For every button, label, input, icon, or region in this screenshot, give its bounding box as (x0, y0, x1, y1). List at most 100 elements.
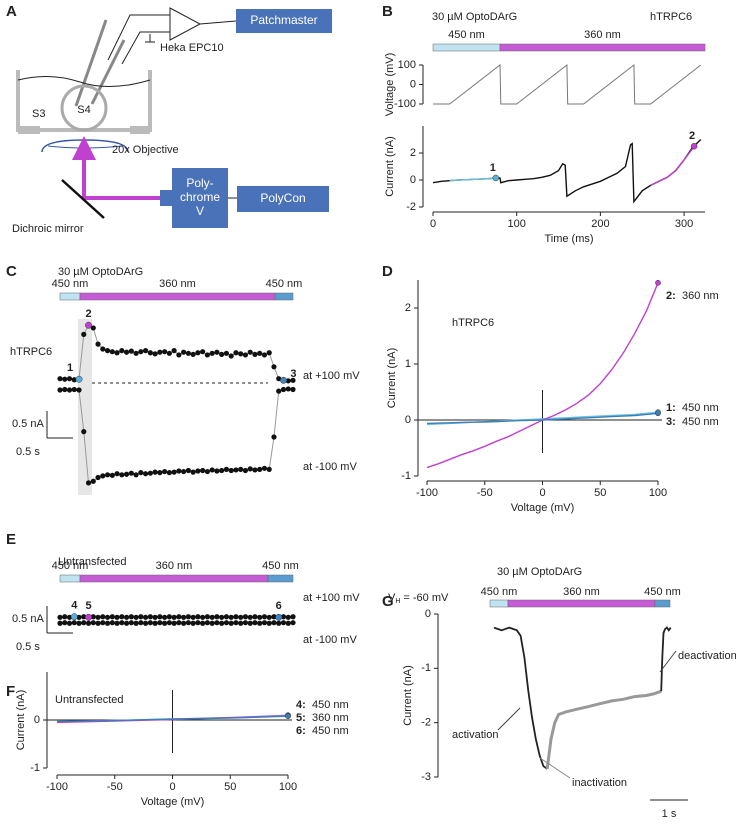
y-tick-label: -100 (394, 98, 416, 110)
dot (119, 472, 125, 478)
x-tick-label: 300 (675, 218, 693, 230)
dot (76, 620, 82, 626)
dot (200, 349, 206, 355)
dot (152, 351, 158, 357)
dot (133, 620, 139, 626)
annotation: inactivation (572, 777, 627, 789)
dot (204, 620, 211, 626)
panel-annotation: hTRPC6 (10, 346, 52, 358)
series-line (426, 412, 659, 425)
cell (60, 84, 108, 132)
dot (285, 620, 291, 626)
dot (128, 470, 134, 476)
dot (257, 466, 263, 472)
y-tick-label: 2 (405, 302, 411, 314)
legend-id: 3: (666, 416, 676, 428)
dot (223, 466, 230, 472)
dot (209, 614, 215, 620)
dot (66, 614, 73, 620)
light-source-label: Poly- (186, 176, 213, 190)
dot (90, 614, 96, 620)
x-tick-label: 100 (279, 781, 297, 793)
light-label: 450 nm (52, 278, 89, 290)
dot (271, 434, 277, 440)
dot (247, 614, 253, 620)
y-axis-label: Current (nA) (386, 348, 398, 409)
dot (100, 620, 106, 626)
y-tick-label: 0 (405, 414, 411, 426)
x-tick-label: 50 (224, 781, 236, 793)
annotation-pointer (659, 650, 677, 673)
panel-title: Untransfected (58, 556, 126, 568)
marker-label: 2 (85, 308, 91, 320)
dot (71, 386, 77, 393)
x-tick-label: 100 (508, 218, 526, 230)
panel-title: Untransfected (55, 694, 123, 706)
dot (166, 620, 172, 626)
light-path (82, 160, 160, 200)
series-label: at -100 mV (303, 461, 357, 473)
light-segment (274, 292, 294, 301)
marker (655, 410, 661, 417)
dot (228, 467, 234, 474)
pipette (90, 39, 126, 105)
dot (204, 614, 211, 620)
dot (104, 472, 111, 478)
dot (90, 478, 96, 484)
dot (157, 620, 163, 626)
dot (247, 349, 253, 355)
series-label: at -100 mV (303, 634, 357, 646)
dot (95, 474, 101, 481)
dot (219, 351, 225, 357)
dot (119, 614, 125, 620)
dot (252, 467, 258, 473)
dot (138, 620, 144, 626)
y-tick-label: -2 (421, 717, 431, 729)
dot (233, 614, 239, 620)
dot (185, 350, 191, 356)
dot (209, 350, 215, 356)
marker-label: 6 (276, 600, 282, 612)
dot (214, 468, 220, 474)
dot (200, 467, 206, 474)
wire (121, 31, 170, 65)
dot (171, 614, 177, 620)
light-segment (654, 599, 671, 608)
marker (70, 613, 78, 621)
series-line (660, 626, 672, 692)
x-axis-label: Time (ms) (544, 233, 593, 245)
dot (200, 614, 206, 620)
x-axis-label: Voltage (mV) (511, 502, 575, 514)
marker-label: 3 (290, 368, 296, 380)
dot (147, 614, 153, 620)
dot (290, 386, 296, 393)
dot (190, 620, 196, 626)
dot (209, 620, 215, 626)
dot (214, 614, 220, 620)
dot (162, 468, 168, 475)
x-tick-label: 200 (591, 218, 609, 230)
dot (176, 620, 182, 626)
dot (190, 614, 196, 620)
dot (204, 352, 211, 358)
panel-annotation: hTRPC6 (452, 317, 494, 329)
panel-label: D (382, 263, 393, 280)
x-tick-label: 0 (169, 781, 175, 793)
x-tick-label: -50 (477, 487, 493, 499)
panel-label: F (6, 683, 15, 700)
dot (181, 620, 187, 626)
dot (104, 620, 111, 626)
light-segment (79, 292, 276, 301)
dot (238, 614, 244, 620)
panel-a-diagram: A Patchmaster Heka EPC10 S3 S4 20x Objec… (6, 3, 332, 235)
dot (190, 351, 196, 357)
software-box (236, 9, 332, 33)
dot (257, 350, 263, 356)
mirror (61, 179, 105, 219)
dot (128, 614, 134, 620)
marker (285, 713, 291, 720)
light-segment (499, 43, 706, 52)
dot (114, 471, 120, 477)
dot (290, 377, 296, 383)
annotation-pointer (497, 707, 521, 731)
